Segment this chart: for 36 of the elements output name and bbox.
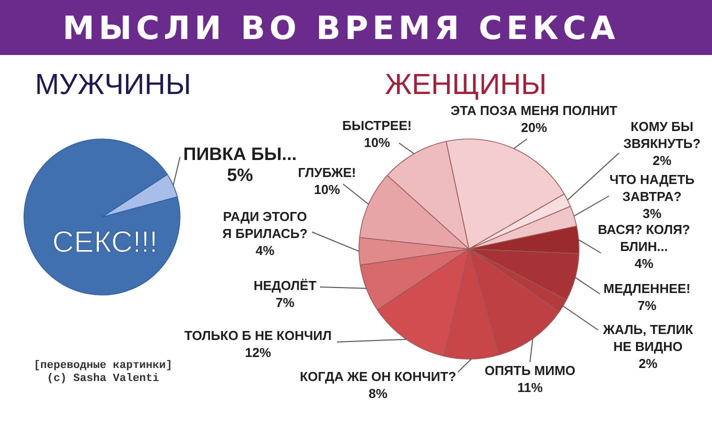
data-label: 12% <box>244 345 272 360</box>
data-label: 10% <box>314 182 340 197</box>
slice-label: ОПЯТЬ МИМО <box>484 363 576 378</box>
slice-label: КОГДА ЖЕ ОН КОНЧИТ? <box>300 369 456 384</box>
data-label: 11% <box>517 380 544 395</box>
data-label: 2% <box>638 356 658 371</box>
data-label: 3% <box>642 206 662 221</box>
slice-label: КОМУ БЫ ЗВЯКНУТЬ? <box>623 119 701 151</box>
pie-slice <box>102 174 178 218</box>
data-label: 5% <box>226 165 254 185</box>
chart-title: ЖЕНЩИНЫ <box>385 69 547 101</box>
slice-label: ТОЛЬКО Б НЕ КОНЧИЛ <box>184 328 332 343</box>
data-label: 20% <box>520 120 548 135</box>
slice-label: ВАСЯ? КОЛЯ? БЛИН... <box>598 222 690 254</box>
slice-label: ПИВКА БЫ... <box>183 144 297 164</box>
slice-label: БЫСТРЕЕ! <box>342 118 412 133</box>
chart-title: МУЖЧИНЫ <box>35 69 192 101</box>
data-label: 2% <box>652 153 672 168</box>
data-label: 10% <box>364 135 390 150</box>
slice-label: ЧТО НАДЕТЬ ЗАВТРА? <box>610 172 694 204</box>
slice-label: ЭТА ПОЗА МЕНЯ ПОЛНИТ <box>450 103 618 118</box>
text: [переводные картинки] <box>34 360 172 372</box>
slice-label: МЕДЛЕННЕЕ! <box>603 281 691 296</box>
data-label: 7% <box>638 298 657 313</box>
data-label: 8% <box>368 386 388 401</box>
slice-label: НЕДОЛЁТ <box>254 278 316 293</box>
data-label: 4% <box>634 256 654 271</box>
slice-label: СЕКС!!! <box>52 226 158 259</box>
text: МЫСЛИ ВО ВРЕМЯ СЕКСА <box>62 8 620 46</box>
text: (c) Sasha Valenti <box>46 373 160 385</box>
slice-label: РАДИ ЭТОГО Я БРИЛАСЬ? <box>222 209 308 241</box>
data-label: 7% <box>276 295 295 310</box>
slice-label: ЖАЛЬ, ТЕЛИК НЕ ВИДНО <box>602 322 694 354</box>
data-label: 4% <box>256 243 275 258</box>
pie-slice <box>24 138 180 296</box>
slice-label: ГЛУБЖЕ! <box>298 165 356 180</box>
